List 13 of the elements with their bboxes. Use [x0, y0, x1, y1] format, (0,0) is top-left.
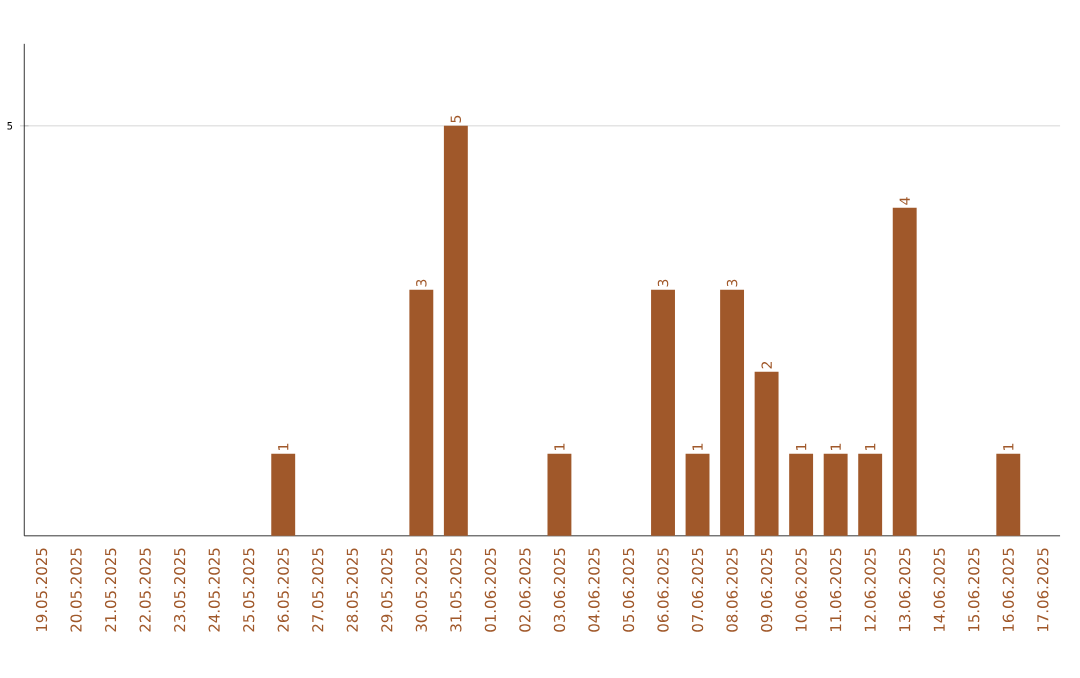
bar: [754, 372, 779, 537]
bar: [547, 454, 572, 537]
bar: [858, 454, 883, 537]
bar: [443, 126, 468, 537]
bar: [409, 290, 434, 537]
bar: [892, 208, 917, 537]
bar: [271, 454, 296, 537]
bar: [789, 454, 814, 537]
bar: [685, 454, 710, 537]
bar: [823, 454, 848, 537]
bar: [720, 290, 745, 537]
bar: [996, 454, 1021, 537]
bar: [651, 290, 675, 537]
